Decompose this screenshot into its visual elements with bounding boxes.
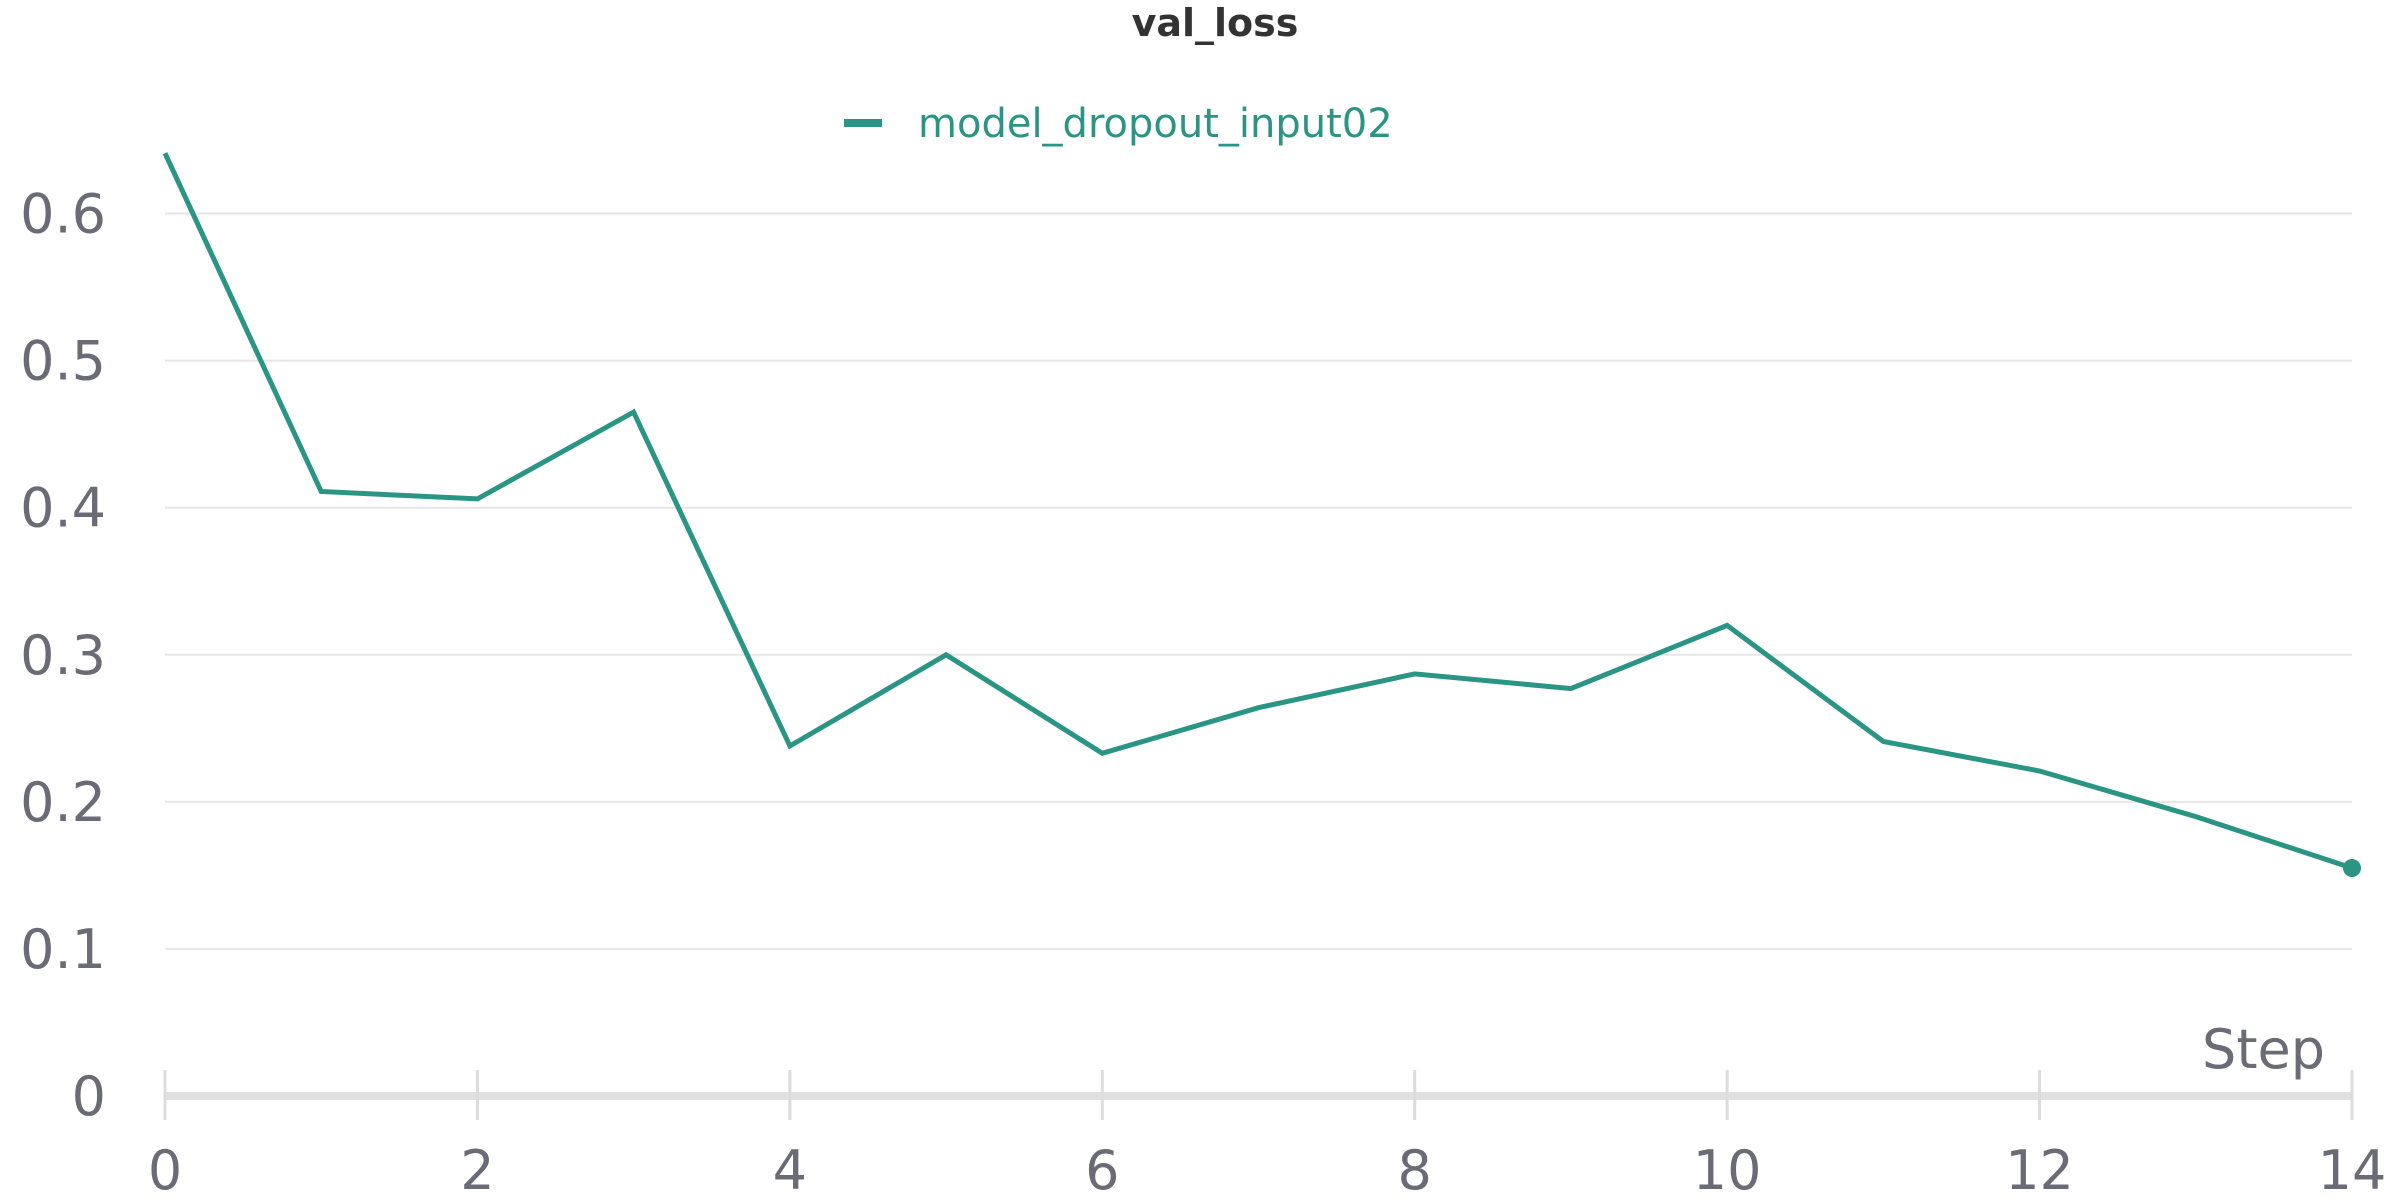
y-tick-label: 0 (72, 1065, 106, 1128)
x-tick-label: 2 (460, 1139, 494, 1200)
series-line (162, 152, 2353, 871)
y-tick-label: 0.3 (20, 624, 106, 687)
x-tick-label: 8 (1398, 1139, 1432, 1200)
legend-label: model_dropout_input02 (918, 101, 1393, 147)
x-tick-label: 6 (1085, 1139, 1119, 1200)
legend-item[interactable]: model_dropout_input02 (844, 101, 1393, 147)
y-tick-label: 0.1 (20, 918, 106, 981)
end-point-marker (2343, 859, 2361, 878)
x-tick-label: 0 (148, 1139, 182, 1200)
y-tick-label: 0.5 (20, 330, 106, 393)
chart-title: val_loss (1132, 1, 1299, 45)
x-tick-label: 10 (1693, 1139, 1762, 1200)
y-tick-label: 0.2 (20, 771, 106, 834)
grid-lines (165, 212, 2352, 950)
legend[interactable]: model_dropout_input02 (844, 101, 1393, 147)
series-layer (162, 152, 2361, 878)
x-tick-label: 14 (2318, 1139, 2387, 1200)
x-tick-label: 4 (773, 1139, 807, 1200)
y-tick-label: 0.4 (20, 477, 106, 540)
x-axis: 0 2 4 6 8 10 12 14 (148, 1070, 2387, 1202)
y-tick-label: 0.6 (20, 183, 106, 246)
y-axis: 0 0.1 0.2 0.3 0.4 0.5 0.6 (20, 183, 106, 1128)
x-axis-label: Step (2202, 1018, 2325, 1081)
x-tick-label: 12 (2005, 1139, 2074, 1200)
